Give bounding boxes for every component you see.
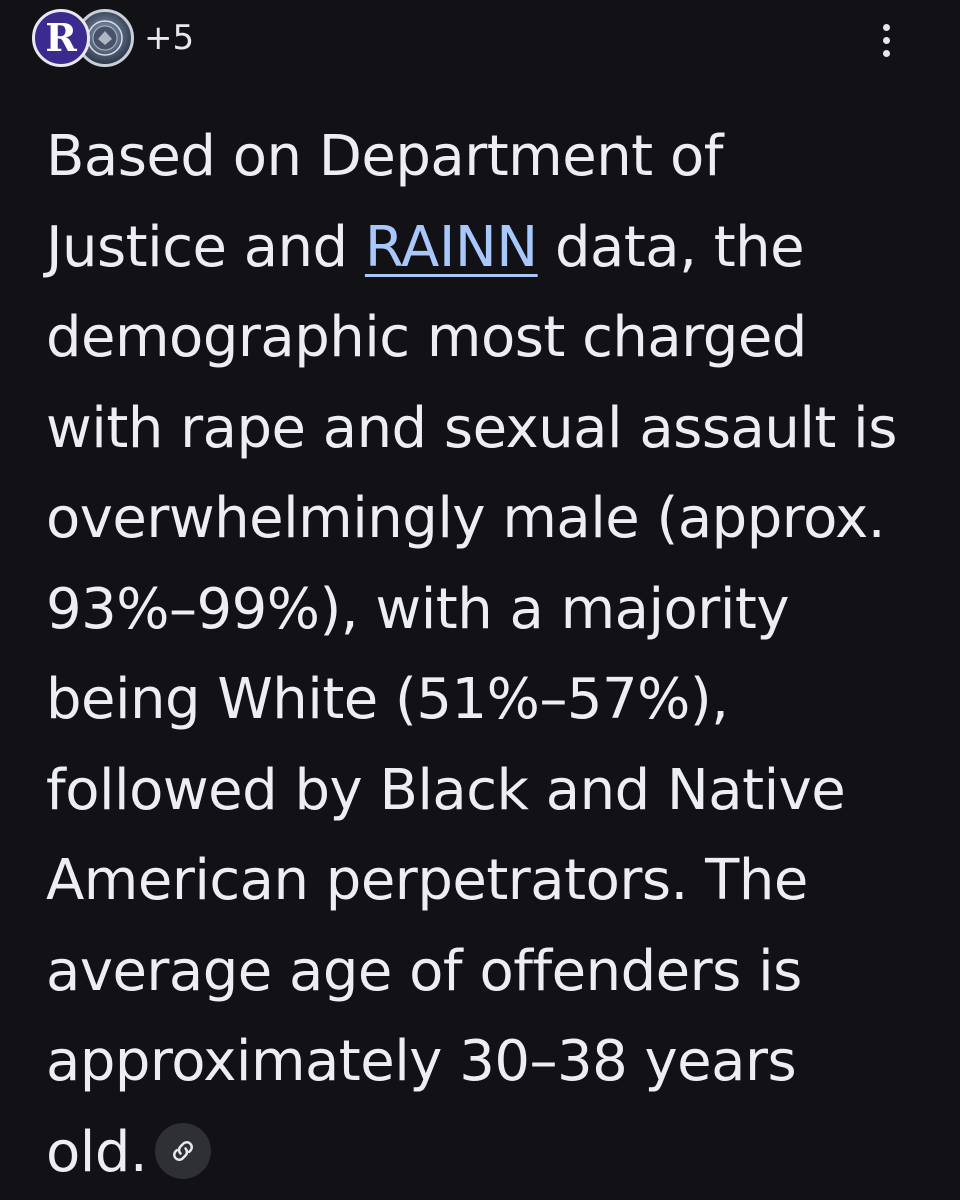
seal-icon <box>87 20 123 56</box>
citation-link-button[interactable] <box>155 1123 212 1180</box>
answer-text-segment: data, the <box>537 214 805 280</box>
answer-line: American perpetrators. The <box>46 848 808 913</box>
answer-line: 93%–99%), with a majority <box>46 576 789 642</box>
source-avatars-row[interactable]: R +5 <box>32 4 194 72</box>
answer-line: overwhelmingly male (approx. <box>46 486 886 551</box>
answer-line: being White (51%–57%), <box>46 667 729 732</box>
more-sources-count[interactable]: +5 <box>144 18 195 58</box>
answer-line: with rape and sexual assault is <box>46 395 897 461</box>
answer-line: average age of offenders is <box>46 938 802 1004</box>
rainn-link[interactable]: RAINN <box>364 214 538 280</box>
answer-text: Based on Department of Justice and RAINN… <box>46 112 926 1198</box>
source-avatar-r[interactable]: R <box>32 9 90 67</box>
answer-line: followed by Black and Native <box>46 757 846 823</box>
avatar-letter: R <box>45 15 77 60</box>
answer-line: demographic most charged <box>46 305 807 370</box>
answer-line: approximately 30–38 years <box>46 1029 797 1094</box>
link-icon <box>173 1141 194 1162</box>
answer-text-segment: Justice and <box>46 214 365 280</box>
answer-line: Justice and RAINN data, the <box>46 203 926 294</box>
kebab-menu-icon[interactable] <box>862 16 910 64</box>
answer-line: old. <box>46 1108 926 1199</box>
answer-line: Based on Department of <box>46 124 723 189</box>
answer-text-segment: old. <box>46 1119 148 1185</box>
